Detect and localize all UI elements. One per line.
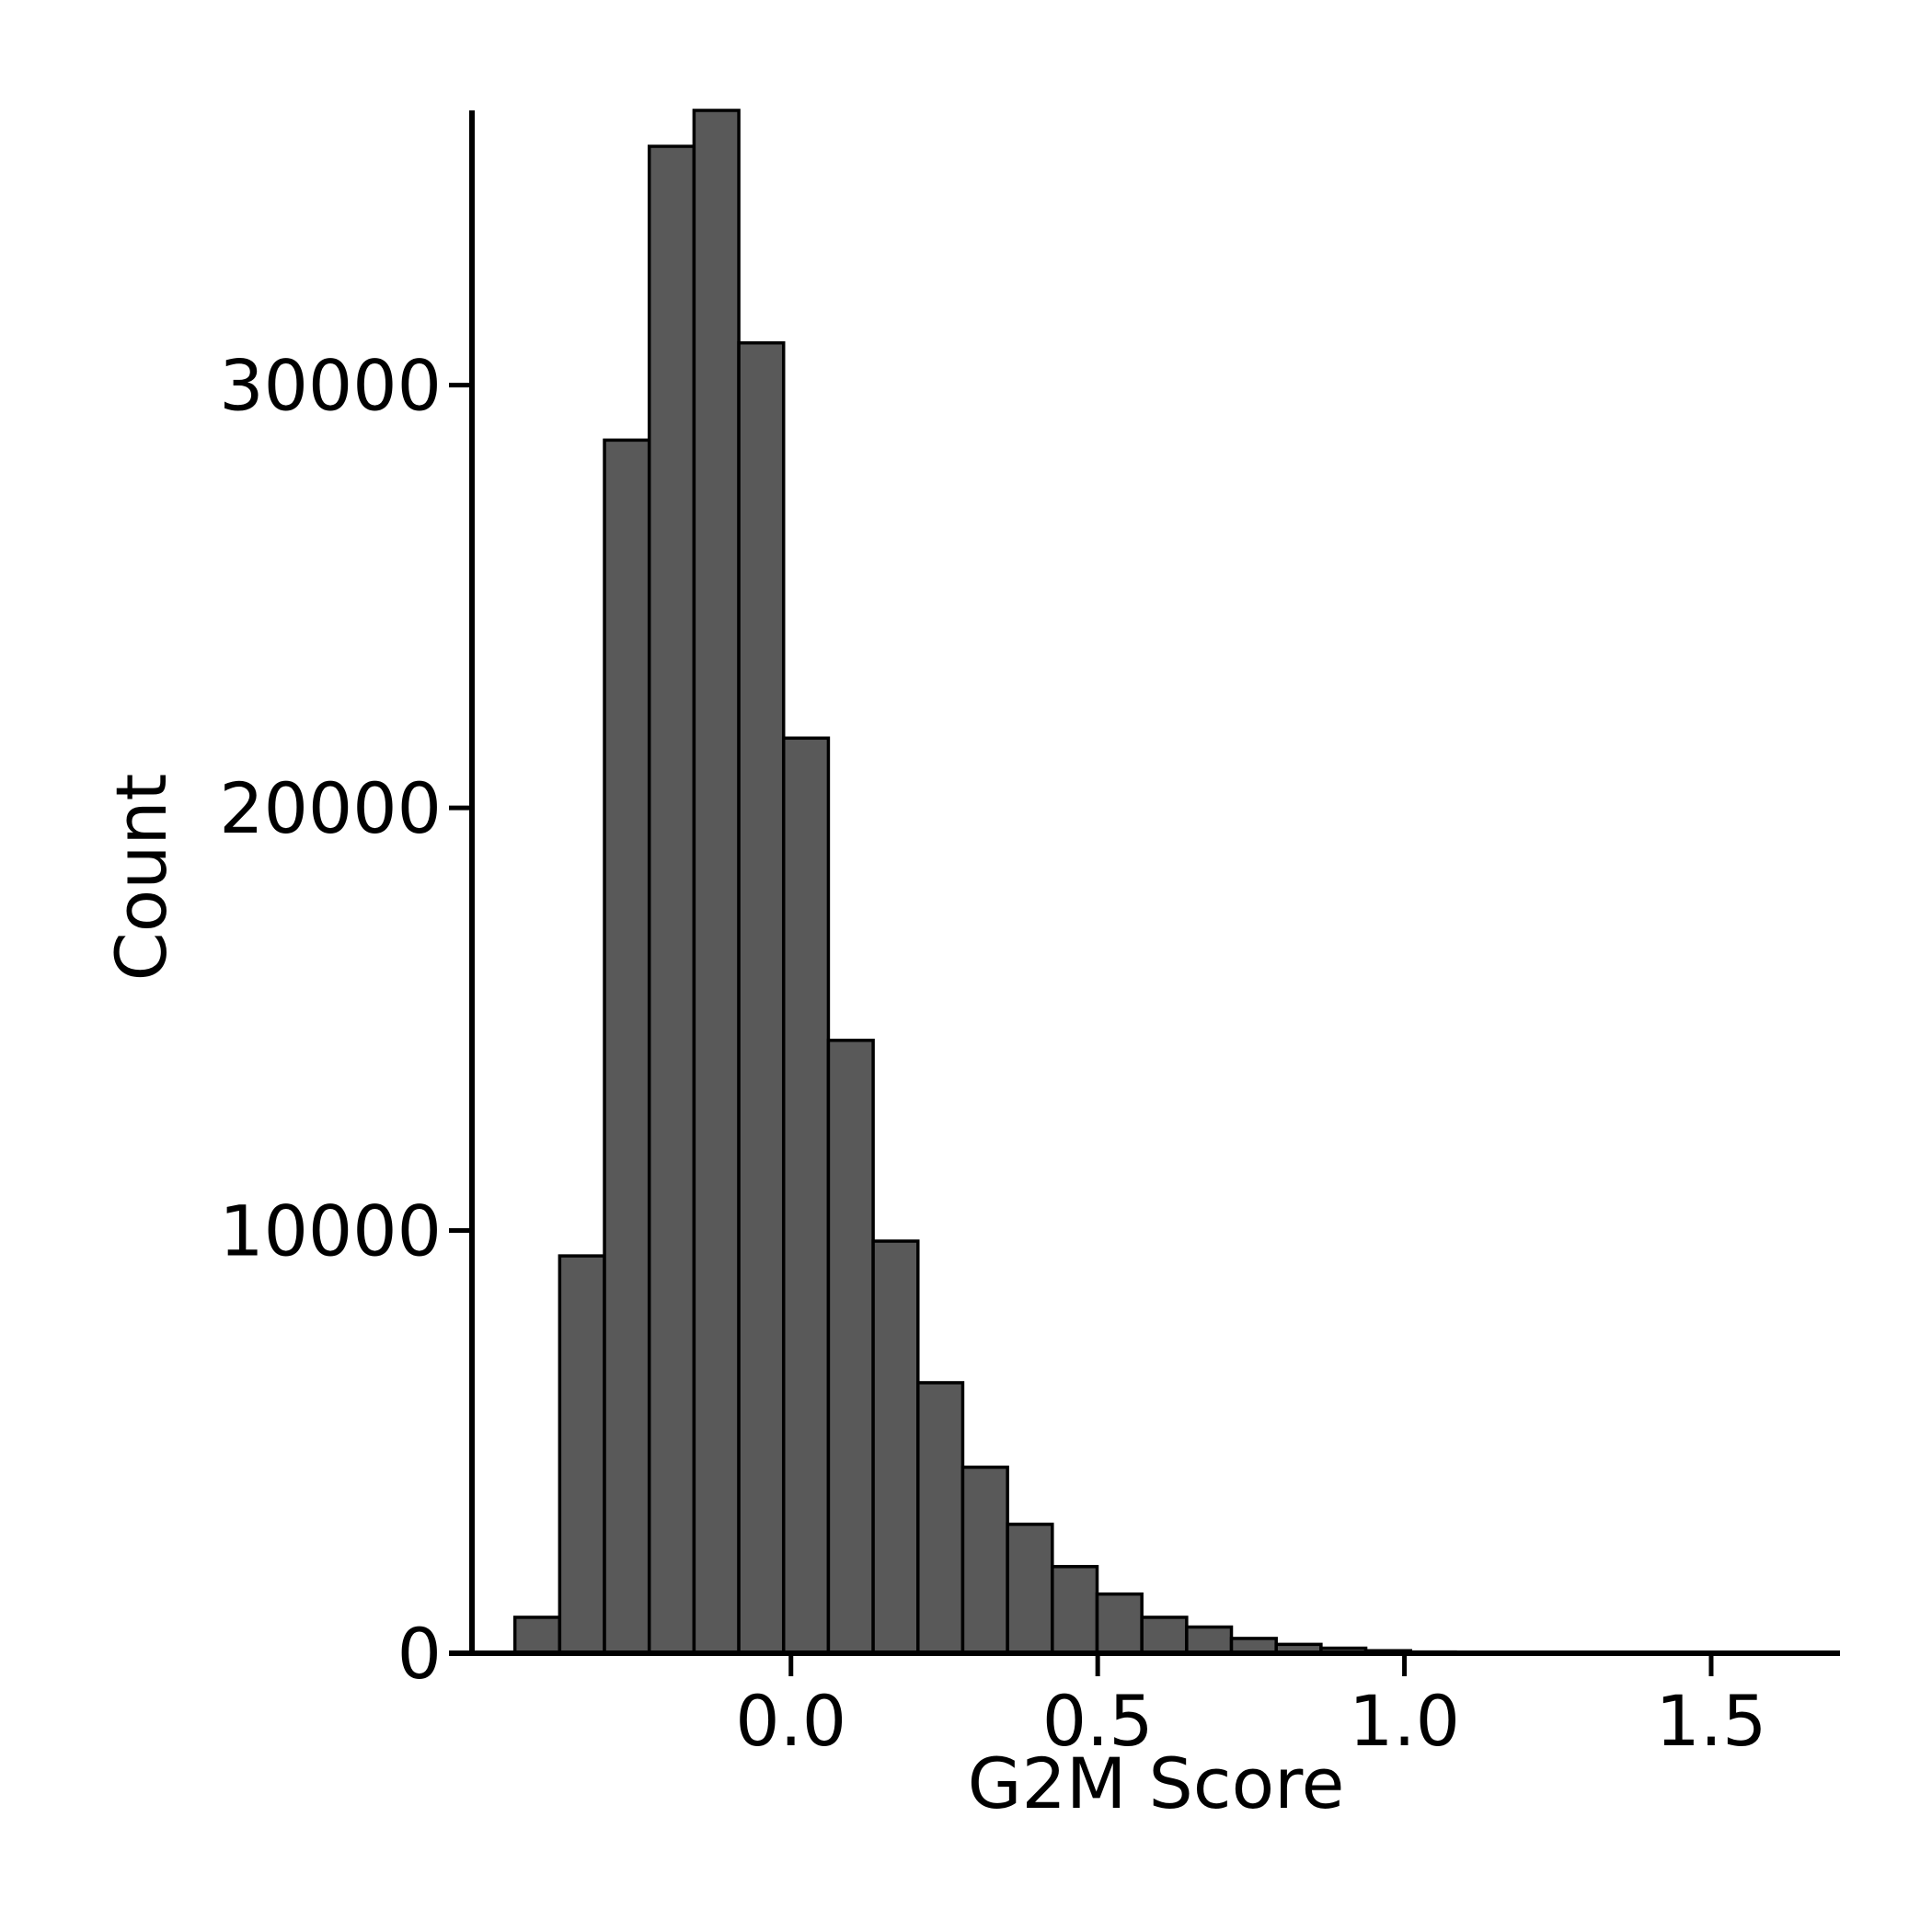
histogram-bar	[781, 736, 831, 1655]
histogram-bar	[871, 1239, 920, 1655]
y-axis: 0 10000 20000 30000	[219, 110, 475, 1695]
histogram-bar	[512, 1616, 562, 1655]
x-tick-label: 1.5	[1656, 1680, 1767, 1762]
y-tick-label: 10000	[219, 1190, 442, 1272]
histogram-bar	[826, 1039, 875, 1655]
histogram-bar	[916, 1381, 965, 1655]
histogram-bar	[737, 340, 786, 1655]
histogram-bar	[1185, 1625, 1234, 1655]
histogram-bar	[692, 109, 741, 1655]
y-axis-title: Count	[100, 774, 182, 982]
y-tick-label: 20000	[219, 767, 442, 849]
histogram-bar	[603, 438, 651, 1655]
y-tick-label: 0	[397, 1613, 442, 1695]
x-tick-label: 0.0	[735, 1680, 846, 1762]
histogram-bar	[960, 1466, 1009, 1655]
x-axis-title: G2M Score	[968, 1742, 1345, 1824]
y-tick-label: 30000	[219, 345, 442, 427]
histogram-bar	[558, 1254, 606, 1655]
x-axis: 0.0 0.5 1.0 1.5	[449, 1650, 1840, 1762]
x-tick-label: 1.0	[1349, 1680, 1460, 1762]
histogram-bar	[1051, 1565, 1099, 1655]
histogram-bar	[1095, 1592, 1144, 1655]
histogram-bar	[1140, 1616, 1189, 1655]
x-tick-label: 0.5	[1042, 1680, 1154, 1762]
histogram-bar	[647, 144, 696, 1655]
histogram-bar	[1006, 1523, 1054, 1655]
histogram-bars	[512, 109, 1502, 1655]
